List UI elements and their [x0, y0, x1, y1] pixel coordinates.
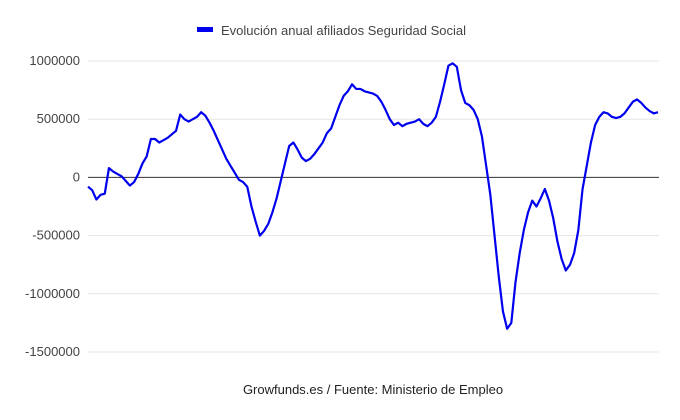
y-tick-label: -1000000 — [25, 286, 80, 301]
series-line — [87, 62, 659, 330]
y-tick-label: 0 — [73, 169, 80, 184]
y-axis-ticks: 1000000 500000 0 -500000 -1000000 -1500000 — [25, 53, 80, 359]
y-tick-label: -500000 — [32, 228, 80, 243]
y-tick-label: -1500000 — [25, 344, 80, 359]
legend-label: Evolución anual afiliados Seguridad Soci… — [221, 23, 466, 38]
gridlines — [88, 60, 659, 353]
y-tick-label: 500000 — [37, 111, 80, 126]
y-tick-label: 1000000 — [29, 53, 80, 68]
legend: Evolución anual afiliados Seguridad Soci… — [197, 23, 466, 38]
x-axis-label: Growfunds.es / Fuente: Ministerio de Emp… — [243, 382, 503, 397]
legend-swatch — [197, 27, 213, 32]
